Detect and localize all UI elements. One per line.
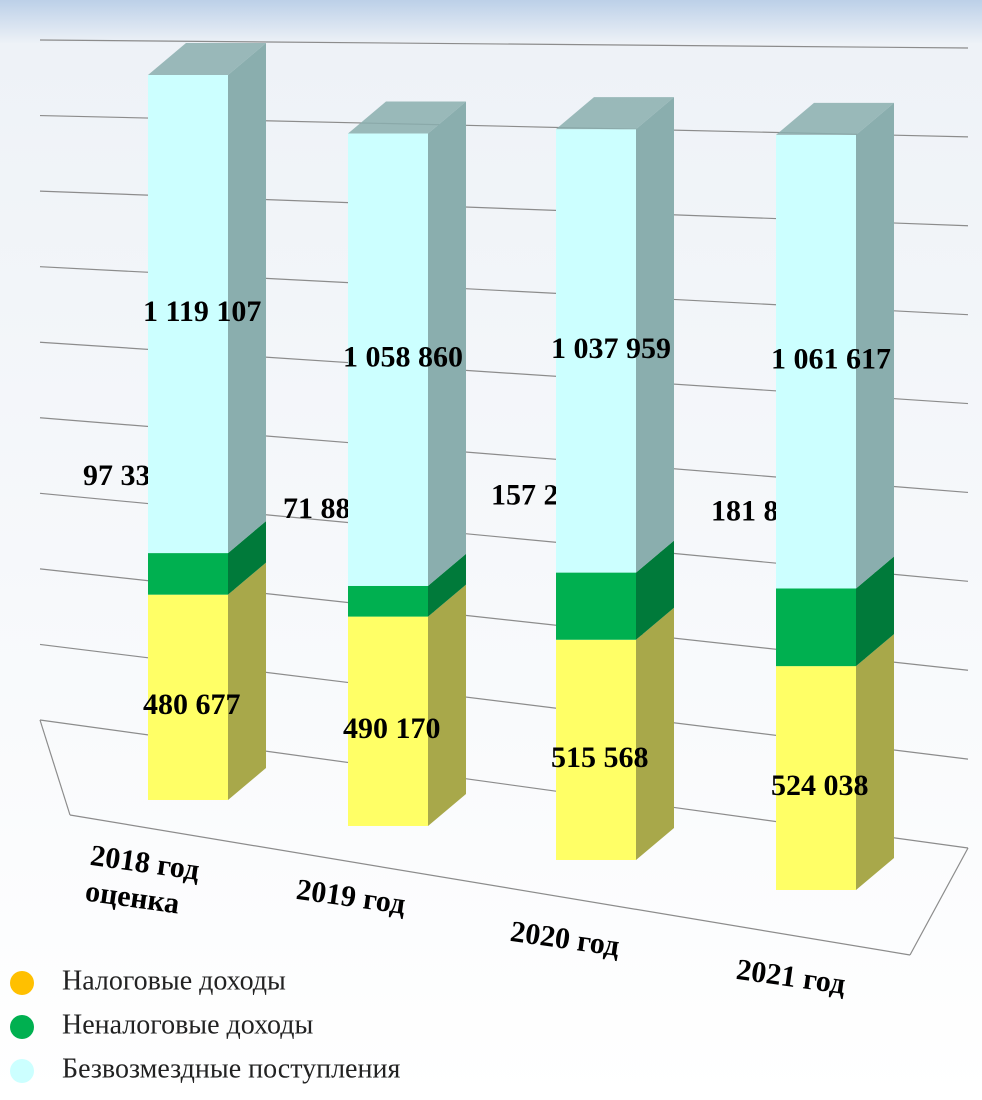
bar-side bbox=[228, 43, 266, 554]
bar-front bbox=[556, 572, 636, 640]
bar-front bbox=[556, 639, 636, 860]
floor-edge bbox=[69, 814, 911, 956]
value-label: 1 119 107 bbox=[143, 295, 261, 328]
floor-edge bbox=[909, 847, 969, 956]
bar-top bbox=[556, 97, 674, 130]
value-label: 490 170 bbox=[343, 712, 441, 745]
value-label: 1 058 860 bbox=[343, 341, 463, 374]
bar-front bbox=[348, 585, 428, 617]
bar-side bbox=[228, 562, 266, 800]
bar-front bbox=[348, 133, 428, 586]
bar-side bbox=[636, 97, 674, 573]
bar-front bbox=[148, 75, 228, 554]
bar-top bbox=[776, 102, 894, 135]
bar-front bbox=[776, 134, 856, 589]
legend-label: Налоговые доходы bbox=[62, 965, 286, 996]
bar-side bbox=[428, 101, 466, 586]
bar-side bbox=[428, 553, 466, 617]
bar-side bbox=[636, 607, 674, 860]
bar-front bbox=[776, 588, 856, 667]
bar-front bbox=[776, 666, 856, 890]
bar-front bbox=[148, 594, 228, 800]
floor-edge bbox=[39, 719, 71, 816]
legend-marker bbox=[10, 1059, 34, 1083]
bar-top bbox=[348, 101, 466, 134]
grid-line bbox=[39, 39, 969, 49]
value-label: 524 038 bbox=[771, 769, 869, 802]
value-label: 1 037 959 bbox=[551, 332, 671, 365]
bar-front bbox=[556, 129, 636, 573]
legend-label: Безвозмездные поступления bbox=[62, 1053, 400, 1084]
bar-side bbox=[856, 102, 894, 589]
value-label: 480 677 bbox=[143, 688, 241, 721]
bar-side bbox=[228, 521, 266, 595]
value-label: 515 568 bbox=[551, 741, 649, 774]
bar-side bbox=[856, 556, 894, 667]
legend-marker bbox=[10, 971, 34, 995]
value-label: 1 061 617 bbox=[771, 343, 891, 376]
bar-side bbox=[428, 584, 466, 826]
legend-marker bbox=[10, 1015, 34, 1039]
bar-side bbox=[856, 634, 894, 890]
legend-label: Неналоговые доходы bbox=[62, 1009, 313, 1040]
bar-side bbox=[636, 540, 674, 640]
bar-top bbox=[148, 43, 266, 75]
bar-front bbox=[148, 553, 228, 595]
bar-front bbox=[348, 616, 428, 826]
